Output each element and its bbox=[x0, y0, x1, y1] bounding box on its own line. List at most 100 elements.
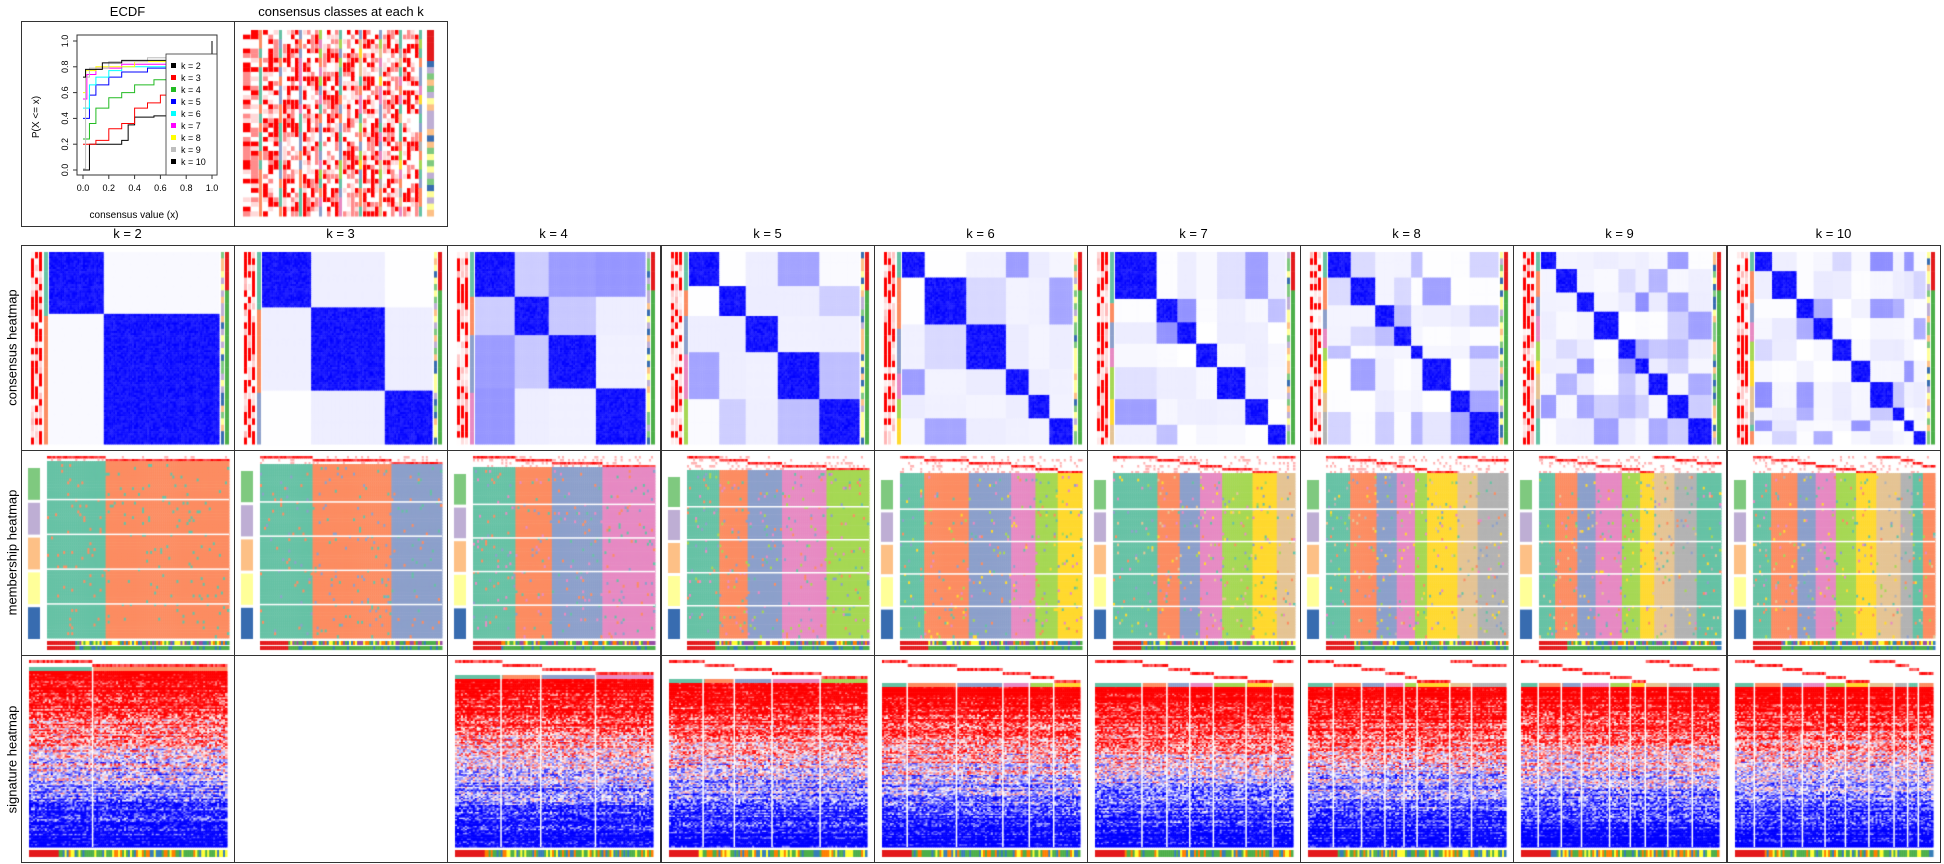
legend-swatch bbox=[171, 111, 176, 116]
membership-panel-k7 bbox=[1087, 450, 1301, 656]
signature-heatmap-k5 bbox=[663, 657, 871, 861]
consensus-heatmap-k6 bbox=[876, 247, 1084, 449]
membership-panel-k6 bbox=[874, 450, 1088, 656]
consensus-panel-k5 bbox=[661, 245, 875, 451]
ecdf-line-k10 bbox=[83, 41, 213, 78]
legend-label: k = 10 bbox=[181, 157, 206, 167]
consensus-heatmap-k9 bbox=[1515, 247, 1723, 449]
k-label: k = 8 bbox=[1392, 226, 1421, 241]
signature-panel-k9 bbox=[1513, 655, 1727, 863]
signature-heatmap-k9 bbox=[1515, 657, 1723, 861]
signature-panel-k2 bbox=[21, 655, 235, 863]
legend-swatch bbox=[171, 75, 176, 80]
signature-panel-k6 bbox=[874, 655, 1088, 863]
consensus-panel-k9 bbox=[1513, 245, 1727, 451]
signature-panel-k7 bbox=[1087, 655, 1301, 863]
legend-label: k = 9 bbox=[181, 145, 201, 155]
consensus-classes-heatmap bbox=[235, 22, 445, 224]
consensus-heatmap-k4 bbox=[449, 247, 657, 449]
membership-panel-k5 bbox=[661, 450, 875, 656]
consensus-panel-k7 bbox=[1087, 245, 1301, 451]
ecdf-y-axis-label: P(X <= x) bbox=[31, 96, 42, 138]
row-label-signature: signature heatmap bbox=[4, 705, 20, 814]
membership-heatmap-k4 bbox=[449, 452, 657, 654]
membership-panel-k4 bbox=[447, 450, 661, 656]
signature-panel-k3 bbox=[234, 655, 448, 863]
x-tick-label: 0.4 bbox=[128, 183, 141, 193]
legend-label: k = 5 bbox=[181, 97, 201, 107]
membership-heatmap-k10 bbox=[1729, 452, 1937, 654]
legend-label: k = 8 bbox=[181, 133, 201, 143]
consensus-heatmap-k3 bbox=[236, 247, 444, 449]
signature-panel-k10 bbox=[1727, 655, 1941, 863]
legend-label: k = 2 bbox=[181, 61, 201, 71]
consensus-classes-title: consensus classes at each k bbox=[258, 4, 424, 19]
consensus-panel-k4 bbox=[447, 245, 661, 451]
k-label: k = 4 bbox=[539, 226, 568, 241]
y-tick-label: 0.8 bbox=[60, 61, 70, 74]
consensus-panel-k2 bbox=[21, 245, 235, 451]
x-tick-label: 1.0 bbox=[206, 183, 219, 193]
k-label: k = 6 bbox=[966, 226, 995, 241]
membership-heatmap-k3 bbox=[236, 452, 444, 654]
row-label-membership: membership heatmap bbox=[4, 489, 20, 616]
legend-swatch bbox=[171, 135, 176, 140]
y-tick-label: 1.0 bbox=[60, 35, 70, 48]
legend-label: k = 3 bbox=[181, 73, 201, 83]
consensus-classes-panel bbox=[234, 21, 448, 227]
signature-heatmap-k7 bbox=[1089, 657, 1297, 861]
k-label: k = 2 bbox=[113, 226, 142, 241]
consensus-heatmap-k10 bbox=[1729, 247, 1937, 449]
consensus-panel-k3 bbox=[234, 245, 448, 451]
k-label: k = 9 bbox=[1605, 226, 1634, 241]
consensus-heatmap-k2 bbox=[23, 247, 231, 449]
x-tick-label: 0.2 bbox=[103, 183, 116, 193]
k-label: k = 3 bbox=[326, 226, 355, 241]
x-tick-label: 0.6 bbox=[154, 183, 167, 193]
legend-label: k = 6 bbox=[181, 109, 201, 119]
signature-panel-k5 bbox=[661, 655, 875, 863]
membership-heatmap-k6 bbox=[876, 452, 1084, 654]
ecdf-panel: 0.0 0.2 0.4 0.6 0.8 1.0 0.0 0.2 0.4 0.6 0.8 1.0 k =… bbox=[21, 21, 235, 227]
signature-heatmap-k2 bbox=[23, 657, 231, 861]
k-label: k = 7 bbox=[1179, 226, 1208, 241]
legend-swatch bbox=[171, 63, 176, 68]
y-tick-label: 0.2 bbox=[60, 138, 70, 151]
k-label: k = 10 bbox=[1815, 226, 1852, 241]
membership-panel-k8 bbox=[1300, 450, 1514, 656]
membership-heatmap-k2 bbox=[23, 452, 231, 654]
signature-heatmap-k8 bbox=[1302, 657, 1510, 861]
k-label: k = 5 bbox=[753, 226, 782, 241]
membership-panel-k9 bbox=[1513, 450, 1727, 656]
x-tick-label: 0.8 bbox=[180, 183, 193, 193]
y-tick-label: 0.4 bbox=[60, 112, 70, 125]
membership-heatmap-k8 bbox=[1302, 452, 1510, 654]
x-tick-label: 0.0 bbox=[77, 183, 90, 193]
row-label-consensus: consensus heatmap bbox=[4, 289, 20, 406]
legend-swatch bbox=[171, 159, 176, 164]
ecdf-title: ECDF bbox=[109, 4, 146, 19]
signature-heatmap-k3 bbox=[236, 657, 444, 861]
consensus-panel-k10 bbox=[1727, 245, 1941, 451]
membership-heatmap-k7 bbox=[1089, 452, 1297, 654]
legend-label: k = 4 bbox=[181, 85, 201, 95]
legend-swatch bbox=[171, 147, 176, 152]
consensus-panel-k6 bbox=[874, 245, 1088, 451]
membership-panel-k2 bbox=[21, 450, 235, 656]
signature-heatmap-k4 bbox=[449, 657, 657, 861]
ecdf-plot: 0.0 0.2 0.4 0.6 0.8 1.0 0.0 0.2 0.4 0.6 0.8 1.0 k =… bbox=[31, 34, 219, 221]
legend-swatch bbox=[171, 123, 176, 128]
legend-swatch bbox=[171, 87, 176, 92]
membership-heatmap-k9 bbox=[1515, 452, 1723, 654]
consensus-panel-k8 bbox=[1300, 245, 1514, 451]
consensus-heatmap-k7 bbox=[1089, 247, 1297, 449]
membership-panel-k10 bbox=[1727, 450, 1941, 656]
y-tick-label: 0.0 bbox=[60, 164, 70, 177]
ecdf-x-axis-label: consensus value (x) bbox=[90, 210, 179, 221]
membership-heatmap-k5 bbox=[663, 452, 871, 654]
signature-heatmap-k6 bbox=[876, 657, 1084, 861]
membership-panel-k3 bbox=[234, 450, 448, 656]
consensus-heatmap-k5 bbox=[663, 247, 871, 449]
signature-panel-k8 bbox=[1300, 655, 1514, 863]
legend-label: k = 7 bbox=[181, 121, 201, 131]
